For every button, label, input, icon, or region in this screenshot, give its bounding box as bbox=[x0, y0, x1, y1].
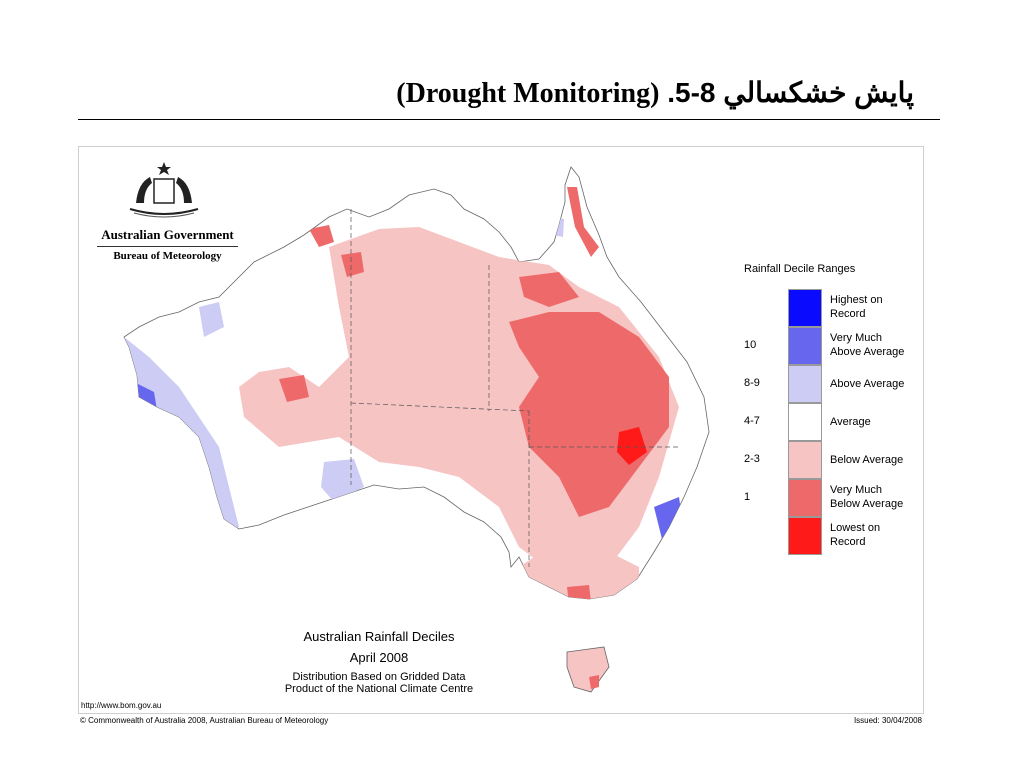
legend-swatch bbox=[788, 479, 822, 517]
legend-label: Below Average bbox=[830, 454, 904, 466]
agency-line-2: Bureau of Meteorology bbox=[113, 250, 222, 262]
legend-item-2-3: 2-3 Below Average bbox=[744, 441, 923, 479]
legend-swatch bbox=[788, 327, 822, 365]
legend-range: 1 bbox=[744, 491, 751, 503]
title-latin: (Drought Monitoring) bbox=[396, 78, 660, 109]
rainfall-map-panel: Australian Government Bureau of Meteorol… bbox=[78, 146, 924, 714]
map-method: Distribution Based on Gridded Data bbox=[292, 671, 466, 683]
map-date: April 2008 bbox=[349, 650, 409, 665]
legend-item-10: 10 Very Much Above Average bbox=[744, 327, 923, 365]
coat-of-arms-icon bbox=[129, 162, 199, 218]
legend-label: Above Average bbox=[830, 378, 905, 390]
issued-date: Issued: 30/04/2008 bbox=[853, 716, 922, 725]
agency-line-1: Australian Government bbox=[101, 227, 234, 242]
legend-item-1: 1 Very Much Below Average bbox=[744, 479, 923, 517]
legend-swatch bbox=[788, 289, 822, 327]
title-divider bbox=[78, 119, 940, 120]
legend-item-8-9: 8-9 Above Average bbox=[744, 365, 923, 403]
legend-title: Rainfall Decile Ranges bbox=[744, 263, 856, 275]
slide-title: (Drought Monitoring) .5-8 پايش خشكسالي bbox=[396, 76, 914, 110]
source-url: http://www.bom.gov.au bbox=[81, 701, 162, 710]
map-product: Product of the National Climate Centre bbox=[284, 683, 474, 695]
legend-item-lowest: Lowest on Record bbox=[744, 517, 923, 555]
legend-label: Average bbox=[830, 416, 871, 428]
legend-item-4-7: 4-7 Average bbox=[744, 403, 923, 441]
legend-swatch bbox=[788, 517, 822, 555]
legend-label: Highest on Record bbox=[830, 294, 883, 320]
legend-label: Very Much Below Average bbox=[830, 484, 904, 510]
map-title: Australian Rainfall Deciles bbox=[303, 629, 455, 644]
agency-logo-text: Australian Government Bureau of Meteorol… bbox=[95, 227, 240, 262]
legend-swatch bbox=[788, 365, 822, 403]
legend-range: 8-9 bbox=[744, 377, 760, 389]
legend-swatch bbox=[788, 403, 822, 441]
copyright-text: © Commonwealth of Australia 2008, Austra… bbox=[80, 716, 329, 725]
legend-label: Very Much Above Average bbox=[830, 332, 905, 358]
legend-label: Lowest on Record bbox=[830, 522, 881, 548]
legend-range: 10 bbox=[744, 339, 757, 351]
legend-swatch bbox=[788, 441, 822, 479]
australia-map bbox=[123, 166, 710, 693]
legend-range: 2-3 bbox=[744, 453, 760, 465]
map-caption: Australian Rainfall Deciles April 2008 D… bbox=[229, 629, 529, 695]
title-persian: .5-8 پايش خشكسالي bbox=[667, 77, 914, 108]
legend-range: 4-7 bbox=[744, 415, 760, 427]
legend-item-highest: Highest on Record bbox=[744, 289, 923, 327]
